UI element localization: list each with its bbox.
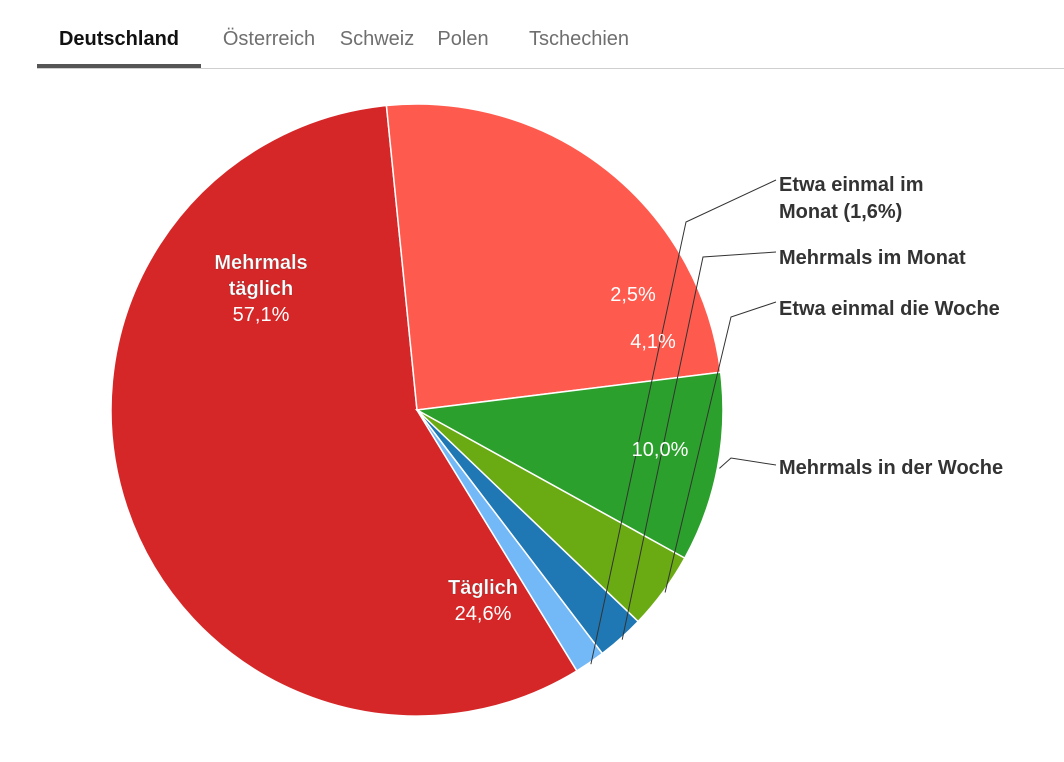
slice-label-2-value: 10,0%: [632, 439, 689, 461]
pie-slice-taeglich[interactable]: [385, 103, 722, 411]
pie-slice-etwa-einmal-im-monat[interactable]: [416, 409, 604, 672]
tab-oesterreich[interactable]: Österreich: [222, 28, 316, 50]
slice-label-0-name-1: täglich: [229, 278, 293, 300]
outside-label-0-line-0: Etwa einmal im: [779, 174, 924, 196]
outside-labels: Etwa einmal im Monat (1,6%) Mehrmals im Mo…: [779, 174, 1003, 479]
leader-line-0: [590, 179, 777, 665]
outside-label-1-line-0: Mehrmals im Monat: [779, 247, 966, 269]
slice-label-3-value: 4,1%: [630, 331, 676, 353]
tab-polen[interactable]: Polen: [437, 28, 489, 50]
slice-label-1-name-0: Täglich: [448, 577, 518, 599]
inside-labels: Mehrmals täglich 57,1% Täglich 24,6% 10,0% 4,1…: [214, 252, 689, 625]
slice-label-4-value: 2,5%: [610, 284, 656, 306]
tab-schweiz[interactable]: Schweiz: [339, 28, 415, 50]
slice-label-0-name-0: Mehrmals: [214, 252, 307, 274]
pie-slice-mehrmals-taeglich[interactable]: [110, 104, 578, 717]
leader-lines: [590, 179, 777, 665]
pie-slice-mehrmals-in-der-woche[interactable]: [414, 371, 724, 560]
leader-line-3: [719, 457, 777, 469]
outside-label-0-line-1: Monat (1,6%): [779, 201, 902, 223]
tab-deutschland[interactable]: Deutschland: [37, 0, 201, 68]
leader-line-2: [664, 301, 777, 593]
outside-label-2-line-0: Etwa einmal die Woche: [779, 298, 1000, 320]
tab-tschechien[interactable]: Tschechien: [528, 28, 630, 50]
pie-slices: [110, 103, 724, 717]
leader-line-1: [621, 251, 777, 640]
slice-label-0-value: 57,1%: [233, 304, 290, 326]
slice-label-1-value: 24,6%: [455, 603, 512, 625]
tab-bar: Deutschland Österreich Schweiz Polen Tsc…: [37, 0, 1064, 69]
outside-label-3-line-0: Mehrmals in der Woche: [779, 457, 1003, 479]
